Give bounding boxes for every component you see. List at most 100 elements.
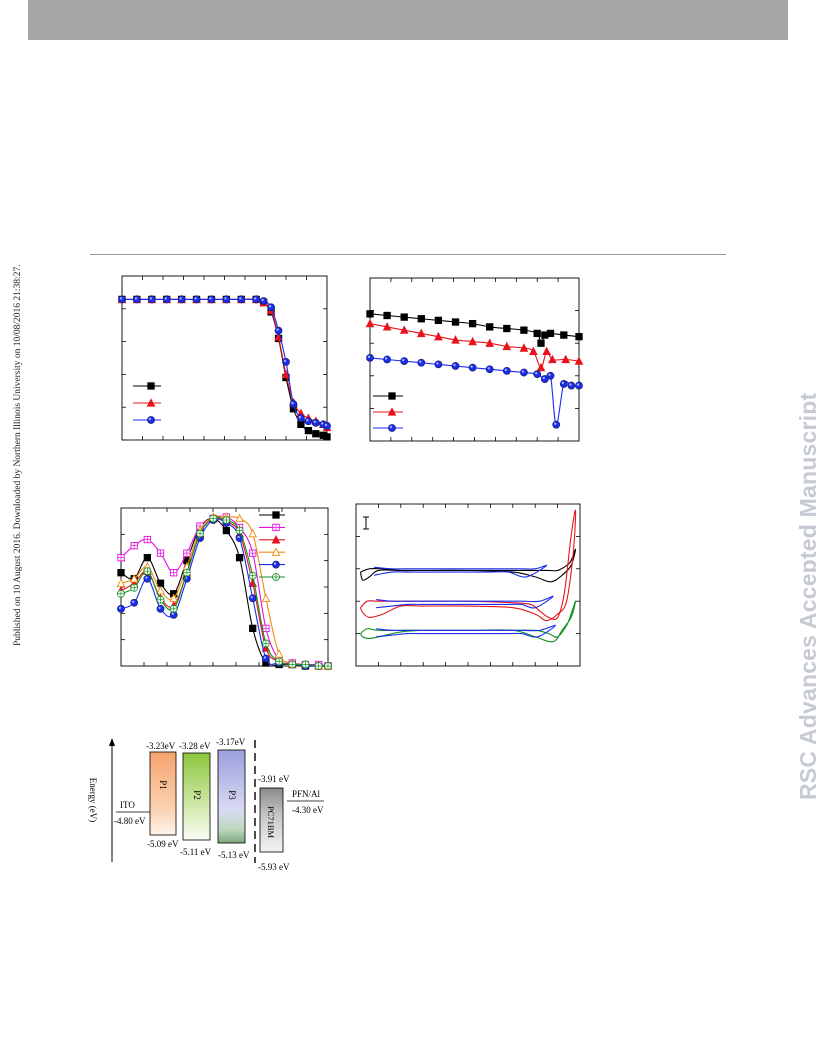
- series-3-point: [156, 585, 165, 595]
- series-2-point: [366, 353, 374, 362]
- series-2-point: [400, 357, 409, 366]
- series-2-point: [252, 295, 261, 304]
- series-2-point: [311, 418, 320, 427]
- series-2-point-highlight: [402, 358, 405, 362]
- series-0-point: [366, 310, 374, 318]
- page-header-bar: [28, 0, 788, 40]
- series-2-point: [237, 295, 246, 304]
- series-2-point-highlight: [561, 381, 564, 385]
- series-2-line: [359, 600, 577, 643]
- series-2-point: [192, 295, 201, 304]
- section-rule: [90, 254, 726, 255]
- series-0-point: [468, 319, 477, 328]
- series-2-point: [282, 358, 290, 366]
- series-2-point-highlight: [313, 420, 317, 424]
- legend-marker-0: [272, 511, 280, 519]
- series-1-point: [548, 354, 557, 364]
- p1-band: [149, 751, 177, 836]
- series-2-point-highlight: [487, 367, 490, 370]
- series-2-point: [297, 414, 305, 423]
- series-1-point: [542, 346, 552, 355]
- series-2-point: [304, 417, 313, 426]
- panel-middle-right-chart: [355, 503, 581, 667]
- series-2-point: [434, 360, 443, 369]
- series-1-point: [468, 336, 477, 346]
- series-2-point-highlight: [298, 415, 302, 419]
- series-2-point: [323, 422, 331, 430]
- series-0-line: [122, 298, 328, 438]
- series-2-point-highlight: [324, 423, 328, 427]
- series-1-line: [120, 515, 329, 667]
- series-2-point-highlight: [548, 373, 551, 376]
- series-0-point: [249, 624, 257, 633]
- energy-axis-label: Energy (eV): [88, 778, 98, 823]
- series-2-point: [502, 367, 511, 375]
- series-4-point-highlight: [145, 576, 148, 579]
- series-2-point-highlight: [164, 297, 167, 300]
- series-4-point-highlight: [158, 606, 161, 610]
- series-0-line: [359, 548, 577, 583]
- series-4-point: [117, 604, 125, 613]
- series-0-point: [560, 331, 568, 339]
- p3-lumo: -3.17eV: [216, 737, 246, 747]
- series-2-point-highlight: [453, 363, 456, 367]
- series-5-line: [376, 624, 556, 638]
- series-2-point: [274, 326, 283, 335]
- series-4-point-highlight: [118, 606, 122, 610]
- series-0-point: [537, 339, 545, 347]
- series-0-point: [222, 526, 231, 535]
- series-2-point: [546, 371, 555, 380]
- series-2-point-highlight: [194, 297, 197, 300]
- series-4-line: [376, 595, 554, 609]
- series-2-point: [118, 295, 126, 304]
- series-2-point-highlight: [239, 297, 242, 300]
- legend-marker-0: [147, 382, 155, 390]
- series-2-point-highlight: [470, 365, 473, 368]
- plot-frame: [355, 503, 581, 667]
- series-2-point-highlight: [224, 297, 227, 300]
- series-4-point: [261, 654, 270, 663]
- series-4-point: [130, 598, 139, 607]
- legend-marker-2: [388, 424, 396, 432]
- series-2-point-highlight: [535, 371, 538, 375]
- p1-lumo: -3.23eV: [146, 741, 176, 751]
- series-0-point: [235, 554, 244, 562]
- p2-lumo: -3.28 eV: [179, 741, 211, 751]
- series-2-point-highlight: [261, 298, 264, 302]
- legend-marker-1: [387, 407, 397, 416]
- pfn-value: -4.30 eV: [292, 805, 324, 815]
- series-3-line: [120, 515, 329, 667]
- series-2-point-highlight: [209, 297, 212, 300]
- series-4-point-highlight: [171, 612, 174, 616]
- series-3-point: [235, 513, 244, 523]
- series-3-point: [169, 593, 179, 602]
- series-2-point: [451, 362, 460, 370]
- series-1-point: [485, 338, 495, 347]
- series-3-point: [274, 649, 284, 658]
- series-2-point: [267, 303, 275, 312]
- series-3-line: [373, 564, 548, 578]
- series-4-point: [156, 604, 165, 613]
- series-2-point: [533, 370, 542, 379]
- series-2-point: [567, 381, 576, 390]
- series-5-line: [120, 516, 329, 667]
- legend-marker-0: [388, 392, 396, 400]
- series-2-point-highlight: [384, 357, 388, 360]
- series-0-line: [120, 517, 328, 667]
- ito-value: -4.80 eV: [114, 816, 146, 826]
- series-1-point: [416, 328, 426, 338]
- legend-marker-2-highlight: [389, 425, 393, 429]
- series-0-point: [417, 315, 425, 323]
- ito-label: ITO: [120, 800, 135, 810]
- series-1-point: [365, 318, 375, 328]
- series-2-point-highlight: [321, 422, 324, 425]
- series-0-point: [383, 311, 391, 320]
- series-2-point: [383, 355, 392, 364]
- panel-top-left-chart: [117, 275, 332, 441]
- series-2-point: [222, 295, 231, 304]
- p1-homo: -5.09 eV: [147, 839, 179, 849]
- series-2-point: [289, 400, 298, 408]
- series-4-point: [143, 574, 152, 583]
- series-1-point: [399, 325, 409, 334]
